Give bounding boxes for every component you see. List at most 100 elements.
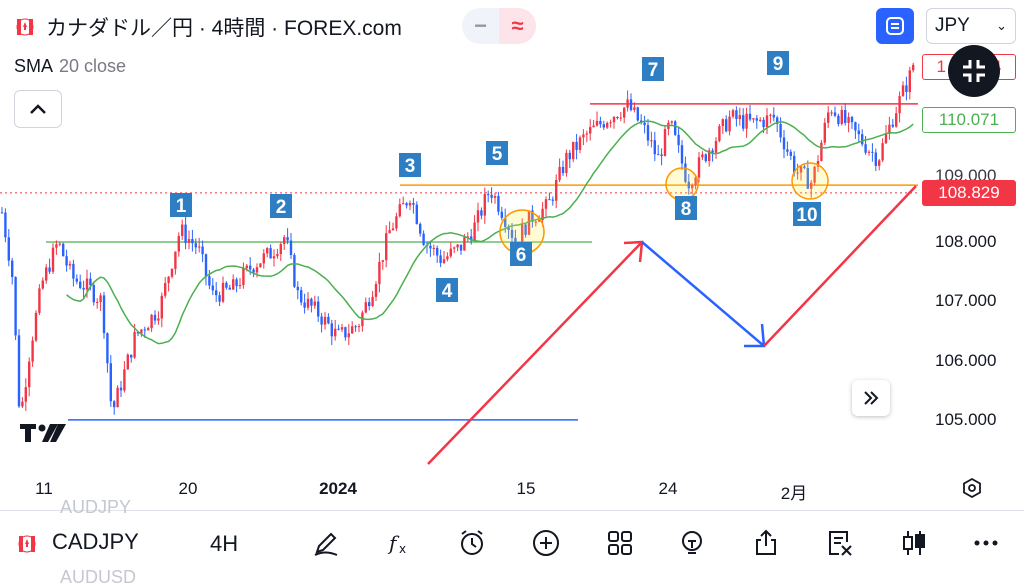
candle [633,102,636,113]
candle [75,274,78,285]
current-price-tag: 108.829 [922,180,1016,206]
double-chevron-right-icon [864,391,879,405]
candle [102,292,106,339]
interval-button[interactable]: 4H [210,531,239,556]
notes-icon[interactable] [822,525,858,561]
marker-7[interactable]: 7 [642,57,664,81]
candle [786,141,789,156]
candle [531,205,534,228]
frame-icon [886,17,904,35]
marker-6[interactable]: 6 [510,242,532,266]
exit-fullscreen-button[interactable] [948,45,1000,97]
candle [548,192,551,201]
candle [388,221,391,234]
candle [847,112,850,133]
more-icon[interactable] [968,525,1004,561]
candle [697,152,701,183]
alert-clock-icon[interactable] [454,525,490,561]
candle [854,121,857,139]
candle [806,160,809,190]
ideas-bulb-icon[interactable] [674,525,710,561]
candle [327,313,330,325]
candle [347,324,350,346]
candle [150,314,153,332]
candle [810,179,813,198]
candle [572,141,575,163]
candle [4,208,7,243]
candle [680,140,684,170]
candle [891,118,894,128]
candle [884,125,888,145]
candle [130,354,133,363]
x-tick-label: 2024 [319,479,357,498]
scroll-to-realtime-button[interactable] [852,380,890,416]
fullscreen-toggle-button[interactable] [876,8,914,44]
collapse-legend-button[interactable] [14,90,62,128]
candle [874,148,877,172]
wave-icon[interactable]: ≈ [499,8,536,44]
candle [58,242,61,247]
x-tick-label: 11 [35,479,53,498]
candle [524,222,527,238]
candle [51,243,55,275]
candle [803,164,806,170]
chevron-up-icon [30,104,46,114]
candle [221,276,225,304]
marker-9[interactable]: 9 [767,51,789,75]
marker-label: 10 [796,205,817,226]
draw-pen-icon[interactable] [308,525,344,561]
candle [830,110,833,117]
candle [568,149,571,168]
candle [422,230,425,246]
chart-settings-button[interactable] [960,476,984,500]
marker-label: 1 [176,196,187,217]
candle [351,321,354,334]
marker-3[interactable]: 3 [399,153,421,177]
candle [317,296,320,322]
candle [646,118,650,147]
candle [748,104,752,122]
x-tick-label: 2月 [780,484,808,503]
candle [833,106,837,118]
candle [823,118,826,145]
symbol-button[interactable]: CADJPY [14,529,139,555]
candle [708,147,711,167]
marker-10[interactable]: 10 [793,202,821,226]
candle [279,241,282,261]
add-plus-icon[interactable] [528,525,564,561]
price-chart[interactable]: 1 2 3 4 5 6 7 8 9 10 [0,0,1024,510]
candle [266,247,269,258]
candle [796,163,799,180]
candle [752,117,755,123]
candle [718,124,721,143]
candle [442,251,446,264]
candle [619,111,622,122]
market-status-pill[interactable]: − ≈ [462,8,536,44]
candle [585,130,588,143]
marker-4[interactable]: 4 [436,278,458,302]
candle [837,113,840,127]
marker-2[interactable]: 2 [270,194,292,218]
minus-icon[interactable]: − [474,13,487,38]
y-tick-label: 107.000 [935,291,997,311]
candle [820,140,823,162]
candle [898,91,901,123]
chart-type-candles-icon[interactable] [896,525,932,561]
candle [459,244,463,255]
share-icon[interactable] [748,525,784,561]
marker-1[interactable]: 1 [170,193,192,217]
layouts-grid-icon[interactable] [602,525,638,561]
candle [850,115,854,129]
marker-5[interactable]: 5 [486,141,508,165]
currency-select[interactable]: JPY ⌄ [926,8,1016,44]
marker-8[interactable]: 8 [675,196,697,220]
indicator-legend[interactable]: SMA 20 close [14,56,126,77]
candle [827,106,830,128]
candle [772,107,775,122]
candle [357,323,361,333]
candle [364,297,367,314]
candle [361,310,364,332]
candle [657,144,660,156]
